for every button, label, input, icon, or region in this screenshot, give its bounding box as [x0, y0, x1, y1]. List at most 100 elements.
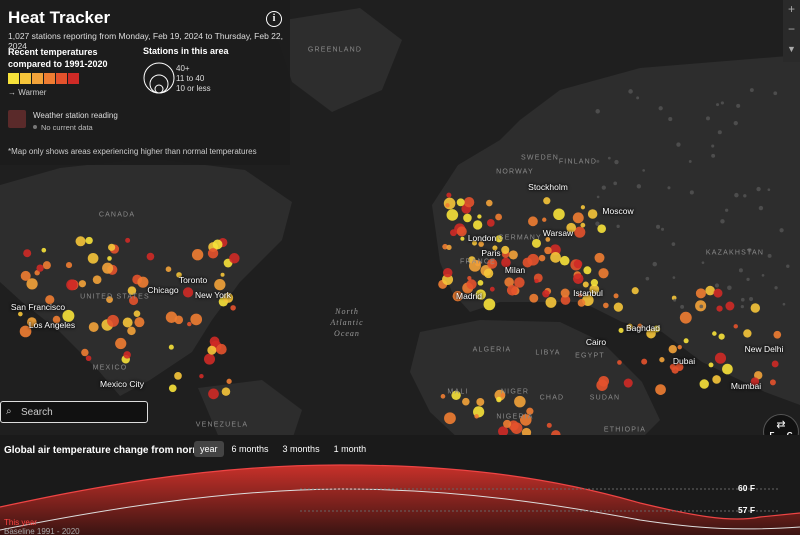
search-box[interactable]: ⌕ Search [0, 401, 148, 423]
station-dot [560, 288, 570, 298]
station-dot [528, 216, 538, 227]
station-dot [443, 267, 453, 278]
station-dot [102, 262, 114, 274]
zoom-in[interactable]: + [787, 2, 795, 16]
no-data-dot [33, 125, 37, 129]
station-dot [445, 203, 450, 208]
station-dot [460, 236, 465, 241]
station-dot [596, 195, 600, 199]
station-dot [510, 422, 523, 434]
country-label: CHAD [539, 394, 565, 402]
station-dot [596, 379, 608, 391]
station-dot [668, 345, 677, 354]
station-dot [587, 209, 598, 219]
station-dot [683, 338, 689, 344]
station-dot [18, 311, 23, 317]
station-dot [769, 379, 776, 386]
station-dot [472, 240, 477, 246]
station-dot [782, 302, 786, 306]
station-dot [85, 355, 92, 362]
size-circle [154, 84, 164, 94]
country-label: VENEZUELA [195, 421, 249, 429]
station-dot [492, 245, 498, 251]
station-dot [474, 414, 479, 419]
city-label: Mumbai [730, 381, 762, 391]
station-dot [661, 227, 665, 231]
station-dot [595, 109, 600, 114]
station-dot [740, 304, 744, 309]
station-dot [717, 130, 722, 135]
station-dot [688, 160, 692, 163]
station-dot [182, 287, 194, 298]
color-scale [8, 73, 79, 84]
station-dot [637, 323, 643, 329]
station-dot [207, 248, 219, 259]
station-dot [133, 310, 141, 318]
reading-label: Weather station reading [33, 111, 118, 120]
station-dot [716, 305, 723, 312]
range-tab[interactable]: 3 months [282, 444, 320, 454]
station-dot [756, 186, 761, 192]
station-dot [495, 235, 503, 243]
station-dot [115, 337, 127, 350]
station-dot [725, 208, 729, 212]
range-tab[interactable]: 6 months [231, 444, 269, 454]
station-dot [773, 91, 778, 96]
range-tab[interactable]: 1 month [333, 444, 367, 454]
station-dot [134, 317, 145, 328]
station-dot [613, 302, 624, 312]
country-label: NIGERIA [496, 413, 534, 421]
compass[interactable]: ▼ [787, 44, 796, 54]
station-dot [466, 279, 477, 290]
timeline-panel: Global air temperature change from norma… [0, 435, 800, 535]
info-button[interactable]: i [266, 11, 282, 27]
baseline-line [0, 488, 800, 531]
station-dot [614, 159, 619, 165]
station-dot [78, 280, 87, 288]
station-dot [472, 220, 483, 230]
station-dot [230, 305, 236, 311]
station-dot [720, 101, 724, 105]
country-label: SWEDEN [521, 154, 559, 162]
no-data-label: No current data [41, 123, 93, 132]
country-label: ALGERIA [472, 346, 512, 354]
station-dot [754, 371, 763, 380]
station-dot [646, 328, 656, 339]
swatch [32, 73, 43, 84]
station-dot [597, 224, 607, 234]
station-dot [106, 314, 119, 327]
note: *Map only shows areas experiencing highe… [8, 147, 257, 156]
station-dot [75, 236, 86, 247]
station-dot [701, 261, 705, 265]
station-dot [705, 116, 711, 121]
station-dot [667, 186, 671, 190]
station-dot [496, 396, 502, 403]
station-dot [750, 303, 761, 313]
station-dot [165, 266, 172, 272]
city-label: Paris [481, 248, 501, 258]
station-dot [191, 249, 204, 261]
station-dot [477, 214, 482, 219]
station-dot [699, 379, 709, 389]
upper-label: 60 F [738, 483, 756, 493]
zoom-out[interactable]: − [787, 22, 795, 36]
country-label: EGYPT [575, 352, 605, 360]
title: Heat Tracker [8, 8, 111, 27]
station-dot [45, 295, 55, 305]
station-dot [521, 427, 532, 438]
city-label: Dubai [672, 356, 696, 366]
station-dot [616, 224, 620, 228]
size-label: 11 to 40 [176, 74, 205, 83]
station-dot [725, 301, 735, 311]
station-dot [549, 244, 561, 256]
land [272, 8, 402, 112]
station-dot [574, 226, 586, 238]
station-dot [443, 197, 456, 210]
station-dot [767, 253, 772, 258]
land [432, 55, 800, 405]
station-dot [743, 194, 747, 198]
station-dot [444, 412, 456, 425]
range-tab[interactable]: year [194, 441, 224, 457]
station-dot [522, 257, 533, 268]
